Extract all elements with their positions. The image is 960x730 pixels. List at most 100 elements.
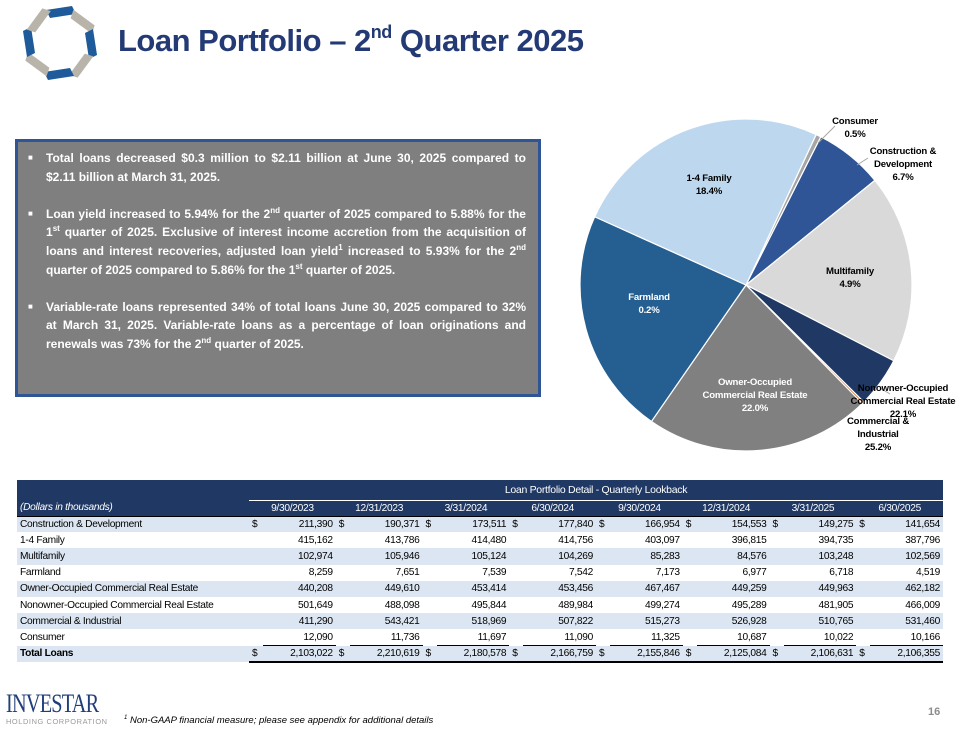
cell-value: 190,371 — [349, 516, 423, 533]
cell-value: 526,928 — [696, 613, 770, 630]
currency-symbol — [769, 548, 784, 565]
cell-value: 2,166,759 — [523, 645, 596, 663]
cell-value: 11,090 — [523, 629, 596, 647]
table-row: Commercial & Industrial 411,290 543,421 518… — [17, 613, 943, 630]
column-header: 3/31/2024 — [422, 500, 510, 517]
currency-symbol — [249, 565, 263, 581]
table-row: Owner-Occupied Commercial Real Estate 440… — [17, 580, 943, 597]
cell-value: 2,125,084 — [696, 645, 770, 663]
currency-symbol — [423, 565, 437, 581]
cell-value: 211,390 — [263, 516, 336, 533]
row-label: Total Loans — [17, 645, 249, 662]
footnote-marker: 1 — [124, 715, 128, 721]
cell-value: 495,844 — [471, 599, 507, 611]
text-run: Total loans decreased $0.3 million to $2… — [46, 151, 526, 184]
currency-symbol — [509, 629, 523, 645]
row-label: Consumer — [20, 631, 65, 643]
cell-value: 413,786 — [384, 534, 420, 546]
row-label: Nonowner-Occupied Commercial Real Estate — [20, 599, 214, 611]
currency-symbol — [509, 597, 523, 613]
currency-symbol — [770, 532, 784, 548]
cell-value: 105,124 — [436, 548, 510, 565]
column-header: 12/31/2024 — [682, 500, 770, 517]
currency-symbol — [596, 580, 610, 597]
slice-percent-label: 0.2% — [638, 305, 660, 316]
cell-value: 387,796 — [905, 534, 940, 546]
slice-percent-label: 4.9% — [839, 279, 861, 290]
cell-value: 531,460 — [870, 613, 943, 630]
currency-symbol — [856, 548, 871, 565]
cell-value: 489,984 — [558, 599, 593, 611]
title-text-end: Quarter 2025 — [391, 23, 584, 58]
text-run: increased to 5.93% for the 2 — [342, 243, 517, 258]
text-run: quarter of 2025. — [302, 262, 396, 277]
cell-value: 105,946 — [349, 548, 423, 565]
currency-symbol — [770, 597, 784, 613]
cell-value: 415,162 — [298, 534, 333, 546]
currency-symbol — [249, 613, 263, 630]
slice-percent-label: 25.2% — [865, 442, 892, 453]
currency-symbol — [336, 532, 350, 548]
cell-value: 85,283 — [610, 548, 683, 565]
cell-value: 414,480 — [471, 534, 507, 546]
bullet-square-icon: ■ — [28, 301, 33, 311]
loan-mix-pie-chart: Consumer 0.5% Construction & Development 6.7… — [579, 116, 956, 453]
pie-slice — [593, 118, 817, 286]
table-header-row: (Dollars in thousands) 9/30/2023 12/31/202… — [17, 500, 943, 517]
bullet-square-icon: ■ — [28, 153, 33, 162]
currency-symbol — [422, 580, 437, 597]
logo-swirl-blade — [23, 27, 35, 57]
slice-name-label: Multifamily — [826, 266, 875, 277]
currency-symbol — [335, 613, 350, 630]
row-label: Owner-Occupied Commercial Real Estate — [17, 580, 249, 597]
column-header: 6/30/2024 — [509, 500, 596, 517]
cell-value: 414,756 — [558, 534, 593, 546]
slice-percent-label: 18.4% — [696, 186, 723, 197]
cell-value: 2,106,631 — [783, 645, 857, 663]
currency-symbol — [336, 597, 350, 613]
currency-symbol — [596, 629, 610, 645]
cell-value: 515,273 — [610, 613, 683, 630]
currency-symbol — [336, 565, 350, 581]
slice-percent-label: 0.5% — [844, 129, 866, 140]
currency-symbol: $ — [856, 645, 871, 663]
cell-value: 501,649 — [298, 599, 333, 611]
currency-symbol — [769, 613, 784, 630]
cell-value: 449,610 — [349, 580, 423, 597]
cell-value: 467,467 — [610, 580, 683, 597]
currency-symbol: $ — [856, 516, 871, 533]
currency-symbol — [509, 613, 524, 630]
cell-value: 543,421 — [349, 613, 423, 630]
cell-value: 462,182 — [870, 580, 943, 597]
currency-symbol — [335, 580, 350, 597]
currency-symbol — [596, 597, 610, 613]
logo-swirl-blade — [25, 52, 50, 77]
table-row: Farmland 8,259 7,651 7,539 7,542 7,173 6,977 6,… — [17, 565, 943, 581]
text-run: quarter of 2025. — [211, 336, 304, 351]
currency-symbol — [422, 548, 437, 565]
table-title: Loan Portfolio Detail - Quarterly Lookba… — [249, 480, 943, 501]
page-title: Loan Portfolio – 2nd Quarter 2025 — [118, 22, 584, 59]
currency-symbol — [682, 548, 697, 565]
currency-symbol — [336, 629, 350, 645]
currency-symbol: $ — [422, 516, 437, 533]
currency-symbol — [249, 532, 263, 548]
currency-symbol — [596, 613, 610, 630]
logo-swirl-blade — [85, 29, 97, 59]
currency-symbol — [249, 580, 263, 597]
text-run: Variable-rate loans represented 34% of t… — [46, 299, 526, 351]
cell-value: 440,208 — [263, 580, 336, 597]
row-label: Farmland — [20, 567, 61, 579]
cell-value: 11,736 — [349, 629, 423, 647]
bullet-text: Variable-rate loans represented 34% of t… — [46, 298, 526, 354]
cell-value: 394,735 — [818, 534, 854, 546]
slice-name-label: Commercial & — [847, 416, 909, 427]
cell-value: 2,106,355 — [870, 645, 943, 663]
currency-symbol: $ — [509, 516, 524, 533]
slice-name-label: 1-4 Family — [687, 173, 733, 184]
currency-symbol — [596, 532, 610, 548]
currency-symbol — [335, 548, 350, 565]
pie-slice — [744, 179, 913, 362]
row-label: 1-4 Family — [20, 534, 65, 546]
currency-symbol — [249, 548, 263, 565]
